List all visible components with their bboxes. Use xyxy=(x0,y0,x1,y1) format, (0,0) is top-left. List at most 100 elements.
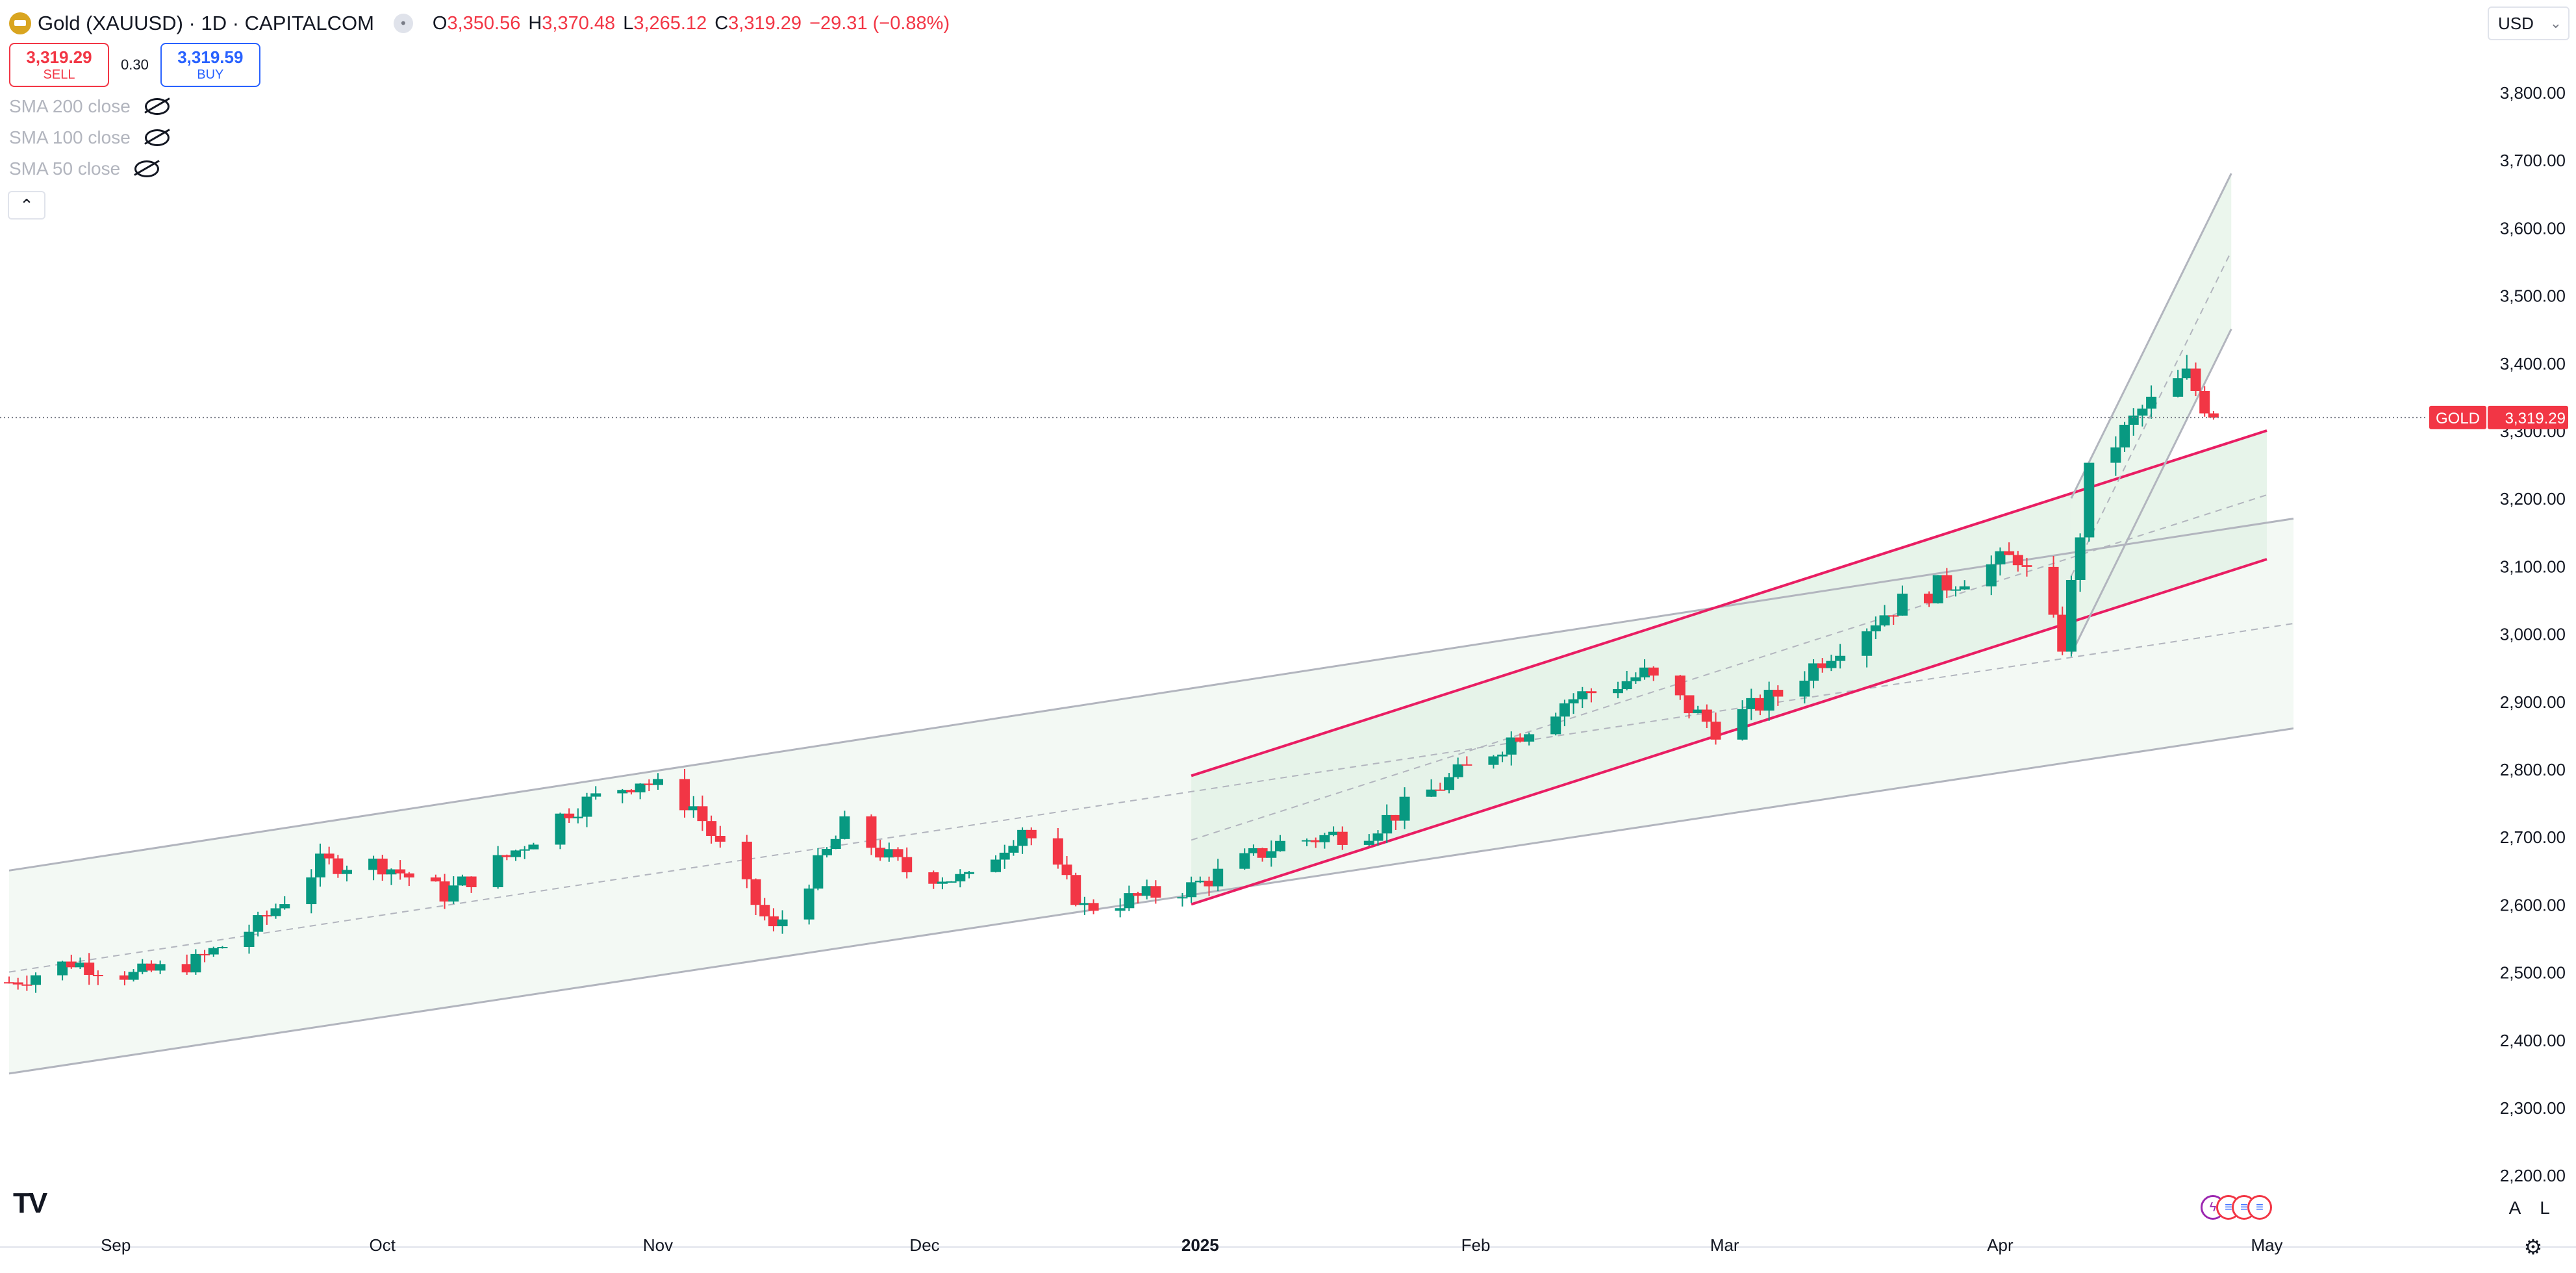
channel-pink-lower[interactable] xyxy=(1191,558,2267,906)
candle[interactable] xyxy=(1923,594,1934,603)
candle[interactable] xyxy=(2181,368,2192,379)
candle[interactable] xyxy=(1008,846,1019,853)
candle[interactable] xyxy=(2110,447,2121,463)
candle[interactable] xyxy=(1773,690,1784,697)
candle[interactable] xyxy=(1319,835,1330,842)
candle[interactable] xyxy=(2208,413,2219,418)
candle[interactable] xyxy=(244,931,255,947)
time-axis[interactable]: Sep Oct Nov Dec 2025 Feb Mar Apr May xyxy=(101,1235,2282,1255)
candle[interactable] xyxy=(1115,908,1126,911)
candle[interactable] xyxy=(830,838,841,850)
candle[interactable] xyxy=(564,813,575,818)
candle[interactable] xyxy=(1550,716,1561,735)
candle[interactable] xyxy=(1124,893,1135,909)
candle[interactable] xyxy=(1141,886,1152,896)
candle[interactable] xyxy=(1879,615,1890,625)
candle[interactable] xyxy=(1986,564,1997,586)
candle[interactable] xyxy=(528,844,539,850)
candle[interactable] xyxy=(697,806,708,822)
candle[interactable] xyxy=(2075,537,2086,581)
candle[interactable] xyxy=(1870,625,1881,632)
candle[interactable] xyxy=(1951,589,1962,591)
candle[interactable] xyxy=(1674,675,1686,696)
candle[interactable] xyxy=(706,821,717,836)
candle[interactable] xyxy=(822,849,833,855)
candle[interactable] xyxy=(1177,897,1188,899)
candle[interactable] xyxy=(1835,655,1846,661)
candle[interactable] xyxy=(1133,893,1143,896)
candle[interactable] xyxy=(145,963,157,971)
candle[interactable] xyxy=(128,972,139,980)
candle[interactable] xyxy=(1399,796,1410,821)
candle[interactable] xyxy=(342,870,353,874)
eye-hidden-icon[interactable] xyxy=(134,160,160,177)
candle[interactable] xyxy=(555,813,566,845)
candle[interactable] xyxy=(270,908,281,916)
more-icon[interactable]: • xyxy=(393,14,413,33)
candle[interactable] xyxy=(2065,580,2077,652)
candle[interactable] xyxy=(777,919,788,927)
indicator-sma-50[interactable]: SMA 50 close xyxy=(9,158,160,179)
candle[interactable] xyxy=(1701,709,1712,722)
us-flag-icon[interactable]: ≡ xyxy=(2247,1195,2272,1220)
candle[interactable] xyxy=(1568,699,1579,703)
candle[interactable] xyxy=(1862,631,1873,656)
candle[interactable] xyxy=(581,796,592,817)
candle[interactable] xyxy=(199,953,210,955)
candle[interactable] xyxy=(519,849,530,851)
candle[interactable] xyxy=(253,915,264,932)
currency-select[interactable]: USD ⌄ xyxy=(2488,6,2570,40)
candle[interactable] xyxy=(946,881,957,883)
candle[interactable] xyxy=(866,816,877,848)
candle[interactable] xyxy=(1461,764,1472,766)
candle[interactable] xyxy=(2146,396,2157,409)
candle[interactable] xyxy=(839,816,850,839)
candle[interactable] xyxy=(403,873,414,877)
candle[interactable] xyxy=(279,904,290,909)
candle[interactable] xyxy=(2137,409,2148,416)
candle[interactable] xyxy=(1897,594,1908,616)
candle[interactable] xyxy=(1310,840,1321,842)
candle[interactable] xyxy=(1266,851,1277,858)
candle[interactable] xyxy=(2084,462,2095,538)
candle[interactable] xyxy=(1452,764,1463,777)
candle[interactable] xyxy=(1524,734,1535,742)
candle[interactable] xyxy=(625,790,637,792)
candle[interactable] xyxy=(1382,814,1393,834)
candle[interactable] xyxy=(1337,831,1348,845)
candle[interactable] xyxy=(1061,864,1072,876)
candle[interactable] xyxy=(1443,777,1454,790)
candle[interactable] xyxy=(928,872,939,884)
candle[interactable] xyxy=(21,984,32,986)
candle[interactable] xyxy=(679,779,690,811)
candle[interactable] xyxy=(1274,840,1285,851)
candle[interactable] xyxy=(1497,754,1508,757)
candle[interactable] xyxy=(768,916,779,927)
candle[interactable] xyxy=(1239,853,1250,869)
channel-outer-upper[interactable] xyxy=(8,517,2294,872)
symbol-title[interactable]: Gold (XAUUSD) · 1D · CAPITALCOM xyxy=(38,12,374,34)
candle[interactable] xyxy=(999,852,1010,860)
candle[interactable] xyxy=(803,889,814,920)
candle[interactable] xyxy=(617,790,628,794)
candle[interactable] xyxy=(1488,756,1499,765)
indicator-sma-100[interactable]: SMA 100 close xyxy=(9,127,170,148)
candle[interactable] xyxy=(1621,681,1632,689)
candle[interactable] xyxy=(750,879,761,905)
candle[interactable] xyxy=(644,783,655,785)
candle[interactable] xyxy=(492,855,503,888)
candle[interactable] xyxy=(1302,840,1313,842)
candle[interactable] xyxy=(1932,575,1943,603)
candle[interactable] xyxy=(1763,690,1774,711)
candle[interactable] xyxy=(1639,667,1650,677)
candle[interactable] xyxy=(75,963,86,968)
candle[interactable] xyxy=(1248,848,1259,853)
candle[interactable] xyxy=(1737,709,1748,740)
candle[interactable] xyxy=(2048,566,2059,615)
candle[interactable] xyxy=(1363,840,1374,845)
channel-outer-lower[interactable] xyxy=(8,727,2294,1075)
candle[interactable] xyxy=(1941,575,1952,591)
candle[interactable] xyxy=(1817,663,1828,668)
candle[interactable] xyxy=(1754,698,1765,711)
candle[interactable] xyxy=(306,877,317,905)
